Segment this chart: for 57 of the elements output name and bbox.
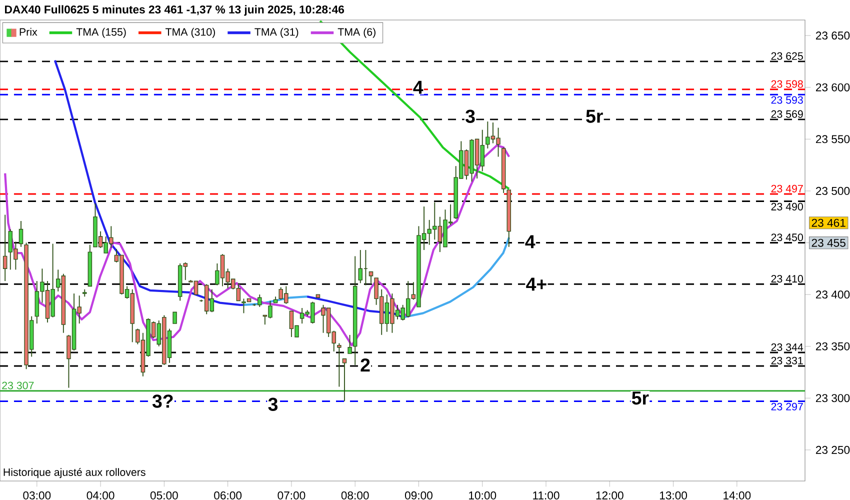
candlestick — [2, 214, 8, 282]
candlestick — [18, 220, 24, 248]
ref-line-label: 23 598 — [771, 80, 803, 88]
annotation: 4 — [413, 80, 424, 94]
candlestick — [337, 342, 342, 388]
annotation: Historique ajusté aux rollovers — [4, 468, 146, 478]
candlestick — [342, 358, 347, 402]
ref-line-label: 23 297 — [771, 402, 803, 410]
annotation: 3 — [268, 398, 278, 411]
x-tick-label: 08:00 — [341, 491, 369, 500]
ref-line-label: 23 625 — [771, 52, 803, 60]
candlestick — [172, 312, 177, 324]
legend-label: TMA (310) — [165, 28, 215, 38]
annotation: 3 — [466, 110, 475, 123]
x-tick-label: 05:00 — [150, 491, 178, 500]
y-tick-label: 23 600 — [816, 83, 850, 92]
y-tick-label: 23 650 — [816, 32, 850, 40]
legend-label: TMA (155) — [76, 28, 126, 38]
ref-line-label: 23 410 — [771, 275, 803, 283]
x-tick-label: 11:00 — [533, 491, 560, 500]
ref-line-label: 23 331 — [771, 356, 803, 364]
annotation: 2 — [360, 358, 370, 372]
x-tick-label: 09:00 — [404, 491, 432, 500]
annotation: 5r — [586, 110, 603, 123]
y-tick-label: 23 250 — [816, 446, 850, 454]
x-tick-label: 13:00 — [660, 491, 688, 500]
legend-label: TMA (31) — [254, 28, 298, 38]
y-tick-label: 23 500 — [816, 186, 850, 195]
x-tick-label: 12:00 — [596, 491, 624, 500]
y-tick-label: 23 400 — [816, 290, 850, 299]
x-tick-label: 10:00 — [469, 491, 496, 500]
ref-line-label: 23 497 — [771, 184, 803, 192]
text: 23 455 — [812, 238, 846, 247]
candlestick — [368, 271, 374, 284]
ref-line-label: 23 344 — [771, 343, 804, 351]
legend-label: Prix — [20, 28, 38, 36]
chart-title: DAX40 Full0625 5 minutes 23 461 -1,37 % 13 juin 2025, 10:28:46 — [5, 5, 344, 16]
annotation: 5r — [632, 392, 649, 405]
ref-line-label: 23 307 — [2, 382, 34, 390]
annotation: 4 — [525, 235, 536, 248]
ref-line-label: 23 490 — [771, 202, 803, 210]
y-tick-label: 23 550 — [816, 135, 850, 144]
text: 23 461 — [812, 218, 846, 227]
x-tick-label: 03:00 — [23, 491, 51, 500]
ref-line-label: 23 569 — [771, 110, 803, 118]
annotation: 3? — [152, 394, 173, 408]
ref-line-label: 23 450 — [771, 234, 803, 242]
annotation: 4+ — [526, 278, 546, 291]
x-tick-label: 07:00 — [278, 491, 306, 500]
candlestick — [348, 334, 352, 354]
y-tick-label: 23 350 — [816, 342, 850, 350]
x-tick-label: 14:00 — [724, 491, 751, 500]
ref-line-label: 23 593 — [771, 96, 803, 104]
legend-label: TMA (6) — [338, 28, 376, 38]
x-tick-label: 04:00 — [86, 491, 114, 500]
y-tick-label: 23 300 — [816, 394, 850, 402]
x-tick-label: 06:00 — [214, 491, 242, 500]
